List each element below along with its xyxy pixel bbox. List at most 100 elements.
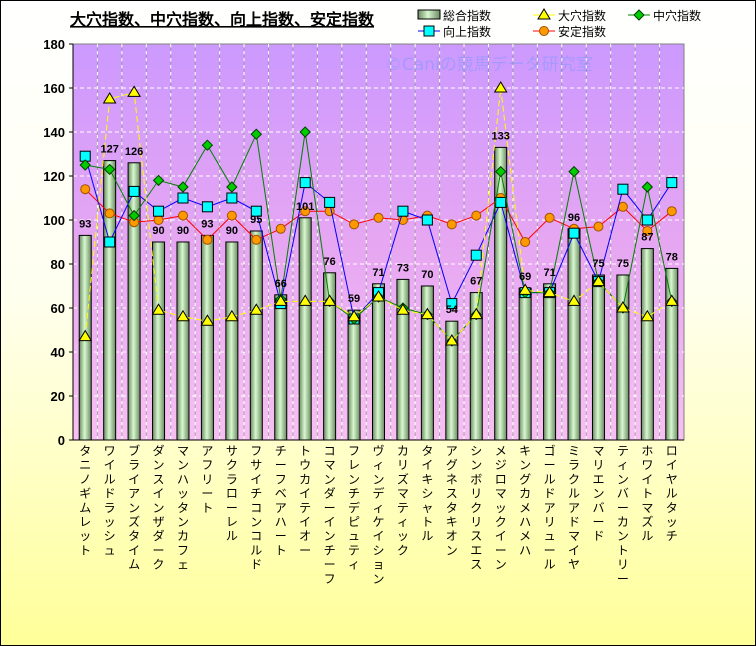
y-tick-label: 80 [51,257,65,272]
x-tick-label: コマンダーインチーフ [324,444,336,586]
diamond-marker [79,159,91,171]
diamond-marker [177,181,189,193]
triangle-marker [298,294,313,306]
triangle-marker [396,303,410,315]
bar-value-label: 96 [568,212,580,224]
triangle-marker [469,307,484,320]
circle-marker [251,234,262,245]
circle-marker [446,219,457,230]
bar [298,217,312,441]
circle-marker [226,210,237,221]
diamond-marker [103,163,116,176]
bar-value-label: 95 [250,214,262,226]
bar [665,267,679,441]
bar-value-label: 71 [543,267,555,279]
x-tick-label: ワイルドラッシュ [104,444,116,557]
bar-value-label: 54 [446,304,459,316]
square-marker [104,236,116,248]
legend-label: 中穴指数 [653,8,701,23]
legend-label: 安定指数 [558,24,606,39]
circle-marker [300,206,311,217]
x-tick-label: アフリート [201,444,213,515]
legend-label: 総合指数 [443,8,491,23]
square-marker [495,196,507,208]
diamond-marker [633,9,645,21]
square-marker [666,177,678,189]
bar [567,228,581,441]
legend-item: 安定指数 [533,24,606,39]
axes: 0 20 40 60 80 100 120 140 160 180 タニノギムレット ワイルドラッシュ… [43,37,684,586]
bar-value-label: 127 [100,144,118,156]
diamond-marker [128,209,140,222]
circle-marker [539,26,549,36]
x-tick-label: ゴールドアリュール [544,443,556,572]
square-marker [128,185,140,197]
bar-value-label: 66 [275,278,287,290]
x-tick-label: ティンバーカントリー [617,444,629,586]
square-marker [299,177,311,189]
x-tick-label: マンハッタンカフェ [177,444,189,572]
bar [176,241,190,441]
circle-marker [666,206,677,217]
bar [347,309,361,441]
x-tick-label: フサイチコンコルド [250,444,262,572]
x-tick-label: トウカイテイオー [299,444,311,557]
triangle-marker [640,309,655,322]
bar-value-label: 93 [79,218,91,230]
diamond-marker [226,181,238,193]
triangle-marker [78,329,93,342]
x-tick-label: タイキシャトル [421,444,433,543]
bar [225,241,239,441]
triangle-marker [542,285,557,298]
y-tick-label: 0 [58,433,65,448]
triangle-marker [322,294,337,306]
legend-label: 大穴指数 [558,8,606,23]
triangle-marker [371,290,386,302]
bar [543,283,557,441]
square-marker [177,192,189,204]
bar [127,162,141,441]
y-tick-label: 60 [51,301,65,316]
legend-item: 総合指数 [417,8,491,23]
bar-value-label: 70 [421,269,433,281]
y-tick-label: 120 [43,169,65,184]
x-tick-label: ホワイトマズル [641,444,653,543]
square-marker [250,205,262,217]
x-tick-label: サクラローレル [226,444,238,543]
triangle-marker [567,294,581,306]
bar [616,274,630,441]
circle-marker [104,208,115,219]
x-tick-label: タニノギムレット [79,444,91,557]
square-marker [423,25,435,37]
x-tick-label: ブライアンズタイム [128,443,140,572]
bar-value-label: 78 [666,251,678,263]
bar [518,287,532,441]
diamond-marker [152,174,165,187]
diamond-marker [568,165,580,178]
square-marker [641,214,653,226]
x-tick-label: ロイヤルタッチ [666,444,678,543]
bar-value-label: 69 [519,271,531,283]
triangle-marker [591,274,606,287]
circle-marker [373,212,384,223]
diamond-marker [250,128,263,140]
triangle-marker [537,8,551,20]
legend-item: 中穴指数 [628,8,701,23]
legend-label: 向上指数 [443,24,491,39]
circle-marker [593,221,604,232]
bar [200,234,214,441]
triangle-marker [420,307,435,320]
triangle-marker [664,294,679,306]
bar [249,230,263,441]
bar-value-label: 59 [348,293,360,305]
triangle-marker [200,314,215,326]
square-marker [226,192,238,204]
bar-value-label: 73 [397,262,409,274]
x-tick-label: キングカメハメハ [519,444,531,557]
bar-value-label: 71 [372,267,384,279]
diamond-marker [201,139,214,151]
circle-marker [202,234,213,245]
legend-swatch [417,9,441,20]
